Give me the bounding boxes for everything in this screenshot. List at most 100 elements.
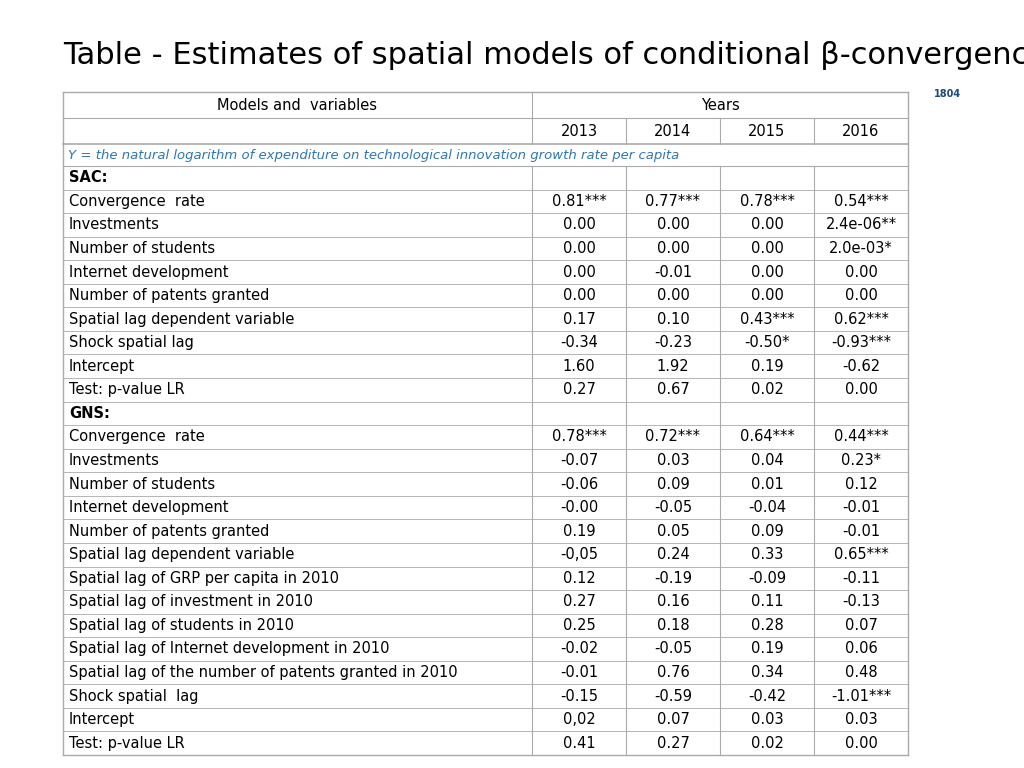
Text: 0.00: 0.00 bbox=[656, 288, 689, 303]
Text: 0.01: 0.01 bbox=[751, 477, 783, 492]
Text: -0.01: -0.01 bbox=[842, 524, 880, 538]
Text: 0.12: 0.12 bbox=[845, 477, 878, 492]
Text: 0.54***: 0.54*** bbox=[834, 194, 889, 209]
Text: 0.67: 0.67 bbox=[656, 382, 689, 397]
Text: 0.11: 0.11 bbox=[751, 594, 783, 609]
Text: Spatial lag of Internet development in 2010: Spatial lag of Internet development in 2… bbox=[69, 641, 389, 657]
Text: -0.09: -0.09 bbox=[748, 571, 786, 586]
Text: 0.23*: 0.23* bbox=[841, 453, 881, 468]
Text: 0.09: 0.09 bbox=[751, 524, 783, 538]
Text: Shock spatial lag: Shock spatial lag bbox=[69, 335, 194, 350]
Text: 0.16: 0.16 bbox=[656, 594, 689, 609]
Text: 1804: 1804 bbox=[934, 89, 961, 100]
Text: 2013: 2013 bbox=[560, 124, 598, 138]
Text: 0.19: 0.19 bbox=[751, 641, 783, 657]
Text: -0.93***: -0.93*** bbox=[831, 335, 891, 350]
Text: 0.02: 0.02 bbox=[751, 382, 783, 397]
Text: 0.12: 0.12 bbox=[562, 571, 595, 586]
Text: 0.00: 0.00 bbox=[656, 217, 689, 233]
Text: 2.4e-06**: 2.4e-06** bbox=[825, 217, 897, 233]
Text: 0.78***: 0.78*** bbox=[739, 194, 795, 209]
Text: 0.72***: 0.72*** bbox=[645, 429, 700, 445]
Text: -0.01: -0.01 bbox=[842, 500, 880, 515]
Text: 0.00: 0.00 bbox=[751, 217, 783, 233]
Text: Intercept: Intercept bbox=[69, 359, 135, 374]
Text: 0.27: 0.27 bbox=[656, 736, 689, 750]
Text: Number of patents granted: Number of patents granted bbox=[69, 524, 269, 538]
Text: Convergence  rate: Convergence rate bbox=[69, 429, 205, 445]
Text: Spatial lag of investment in 2010: Spatial lag of investment in 2010 bbox=[69, 594, 313, 609]
Text: -0.42: -0.42 bbox=[748, 689, 786, 703]
Text: Test: p-value LR: Test: p-value LR bbox=[69, 382, 184, 397]
Text: -0.19: -0.19 bbox=[654, 571, 692, 586]
Text: 0.05: 0.05 bbox=[656, 524, 689, 538]
Text: 0.06: 0.06 bbox=[845, 641, 878, 657]
Text: 0.81***: 0.81*** bbox=[552, 194, 606, 209]
Text: 0.02: 0.02 bbox=[751, 736, 783, 750]
Text: -0.01: -0.01 bbox=[654, 264, 692, 280]
Text: 0.78***: 0.78*** bbox=[552, 429, 606, 445]
Text: 0.19: 0.19 bbox=[751, 359, 783, 374]
Text: Spatial lag dependent variable: Spatial lag dependent variable bbox=[69, 312, 294, 326]
Text: 0.03: 0.03 bbox=[845, 712, 878, 727]
Text: -0.05: -0.05 bbox=[654, 500, 692, 515]
Text: 0.24: 0.24 bbox=[656, 548, 689, 562]
Text: 0.34: 0.34 bbox=[751, 665, 783, 680]
Text: 0.03: 0.03 bbox=[751, 712, 783, 727]
Text: 2015: 2015 bbox=[749, 124, 785, 138]
Text: -0.06: -0.06 bbox=[560, 477, 598, 492]
Text: SAC:: SAC: bbox=[69, 170, 108, 185]
Text: 0.00: 0.00 bbox=[751, 264, 783, 280]
Text: 0.04: 0.04 bbox=[751, 453, 783, 468]
Text: -0.07: -0.07 bbox=[560, 453, 598, 468]
Text: Internet development: Internet development bbox=[69, 500, 228, 515]
Text: 0.03: 0.03 bbox=[656, 453, 689, 468]
Text: Number of patents granted: Number of patents granted bbox=[69, 288, 269, 303]
Text: 0,02: 0,02 bbox=[562, 712, 595, 727]
Text: 1.60: 1.60 bbox=[562, 359, 595, 374]
Text: -1.01***: -1.01*** bbox=[830, 689, 891, 703]
Text: Shock spatial  lag: Shock spatial lag bbox=[69, 689, 199, 703]
Text: 0.77***: 0.77*** bbox=[645, 194, 700, 209]
Text: Spatial lag of GRP per capita in 2010: Spatial lag of GRP per capita in 2010 bbox=[69, 571, 339, 586]
Text: 0.28: 0.28 bbox=[751, 618, 783, 633]
Text: Spatial lag of the number of patents granted in 2010: Spatial lag of the number of patents gra… bbox=[69, 665, 458, 680]
Text: 0.10: 0.10 bbox=[656, 312, 689, 326]
Text: Years: Years bbox=[700, 98, 739, 112]
Text: 0.62***: 0.62*** bbox=[834, 312, 889, 326]
Text: Test: p-value LR: Test: p-value LR bbox=[69, 736, 184, 750]
Text: -0.23: -0.23 bbox=[654, 335, 692, 350]
Text: Internet development: Internet development bbox=[69, 264, 228, 280]
Text: 0.00: 0.00 bbox=[562, 264, 595, 280]
Text: 2014: 2014 bbox=[654, 124, 691, 138]
Text: Intercept: Intercept bbox=[69, 712, 135, 727]
Text: -0.15: -0.15 bbox=[560, 689, 598, 703]
Text: 0.43***: 0.43*** bbox=[739, 312, 795, 326]
Text: -0.50*: -0.50* bbox=[744, 335, 790, 350]
Text: Number of students: Number of students bbox=[69, 241, 215, 256]
Text: 0.07: 0.07 bbox=[656, 712, 689, 727]
Text: Investments: Investments bbox=[69, 217, 160, 233]
Text: -0,05: -0,05 bbox=[560, 548, 598, 562]
Text: 0.65***: 0.65*** bbox=[834, 548, 889, 562]
Text: 0.25: 0.25 bbox=[562, 618, 595, 633]
Text: Spatial lag dependent variable: Spatial lag dependent variable bbox=[69, 548, 294, 562]
Text: 0.33: 0.33 bbox=[751, 548, 783, 562]
Text: Models and  variables: Models and variables bbox=[217, 98, 378, 112]
Text: -0.01: -0.01 bbox=[560, 665, 598, 680]
Text: 0.48: 0.48 bbox=[845, 665, 878, 680]
Text: Table - Estimates of spatial models of conditional β-convergence: Table - Estimates of spatial models of c… bbox=[63, 41, 1024, 69]
Text: 0.17: 0.17 bbox=[562, 312, 595, 326]
Text: 0.00: 0.00 bbox=[751, 241, 783, 256]
Text: 0.00: 0.00 bbox=[656, 241, 689, 256]
Text: -0.59: -0.59 bbox=[654, 689, 692, 703]
Text: 0.76: 0.76 bbox=[656, 665, 689, 680]
Text: Number of students: Number of students bbox=[69, 477, 215, 492]
Text: 0.00: 0.00 bbox=[562, 241, 595, 256]
Text: 0.00: 0.00 bbox=[845, 264, 878, 280]
Text: -0.62: -0.62 bbox=[842, 359, 880, 374]
Text: Y = the natural logarithm of expenditure on technological innovation growth rate: Y = the natural logarithm of expenditure… bbox=[68, 148, 679, 161]
Text: Convergence  rate: Convergence rate bbox=[69, 194, 205, 209]
Text: 2.0e-03*: 2.0e-03* bbox=[829, 241, 893, 256]
Text: -0.02: -0.02 bbox=[560, 641, 598, 657]
